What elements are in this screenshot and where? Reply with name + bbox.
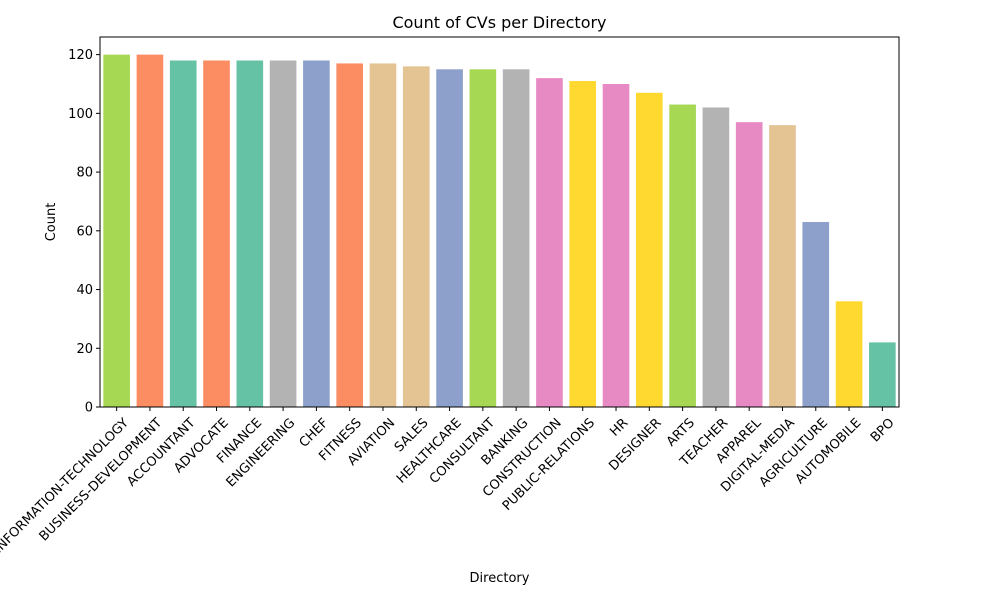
bar-healthcare: [436, 69, 463, 408]
y-axis-label: Count: [44, 203, 59, 242]
x-axis-ticks: INFORMATION-TECHNOLOGYBUSINESS-DEVELOPME…: [0, 407, 898, 556]
x-tick-label: INFORMATION-TECHNOLOGY: [0, 416, 132, 557]
bars: [103, 54, 896, 408]
x-tick-label: HR: [607, 416, 631, 440]
bar-teacher: [702, 107, 730, 407]
bar-information-technology: [103, 54, 130, 407]
y-tick-label: 20: [76, 342, 93, 357]
bar-aviation: [369, 63, 397, 408]
y-tick-label: 100: [68, 107, 93, 122]
bar-chef: [303, 60, 330, 407]
y-tick-label: 60: [76, 224, 93, 239]
bar-apparel: [735, 122, 763, 408]
bar-automobile: [835, 301, 863, 407]
bar-digital-media: [769, 125, 796, 407]
y-axis-ticks: 0 20 40 60 80 100 120: [68, 48, 100, 416]
bar-designer: [635, 92, 663, 408]
y-tick-label: 40: [76, 283, 93, 298]
y-tick-label: 120: [68, 48, 93, 63]
bar-hr: [602, 83, 630, 407]
bar-arts: [669, 104, 696, 408]
bar-advocate: [203, 60, 230, 407]
y-tick-label: 80: [76, 166, 93, 181]
y-tick-label: 0: [85, 401, 93, 416]
bar-sales: [402, 66, 430, 407]
bar-banking: [502, 69, 530, 408]
plot-frame: [99, 36, 900, 408]
bar-consultant: [469, 69, 497, 408]
bar-finance: [236, 60, 264, 407]
bar-construction: [536, 78, 563, 407]
bar-business-development: [136, 54, 164, 407]
x-axis-label: Directory: [470, 571, 530, 586]
bar-fitness: [336, 63, 364, 408]
bar-bpo: [869, 342, 896, 407]
bar-public-relations: [569, 81, 597, 408]
x-tick-label: BPO: [868, 416, 898, 446]
bar-agriculture: [802, 222, 830, 407]
bar-accountant: [169, 60, 197, 407]
bar-engineering: [269, 60, 297, 407]
chart-title: Count of CVs per Directory: [392, 13, 606, 32]
